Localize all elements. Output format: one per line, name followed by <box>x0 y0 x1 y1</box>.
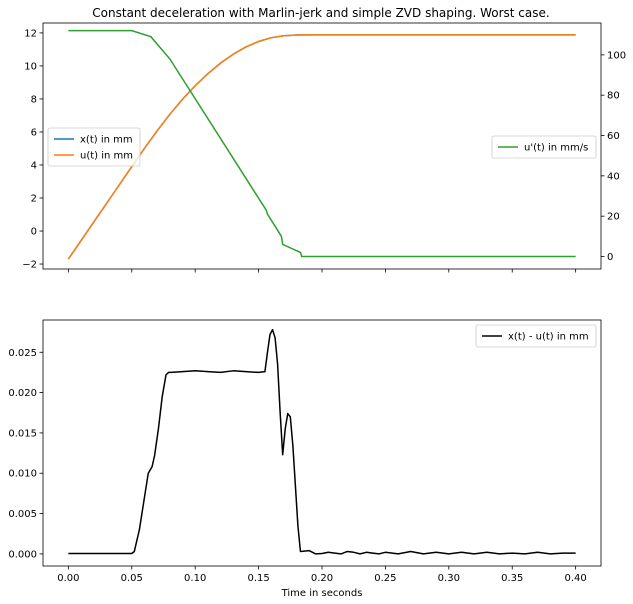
bottom-axis-ticks: 0.000 0.005 0.010 0.015 0.020 0.025 0.00 0.05 0.… <box>8 348 586 584</box>
bottom-subplot: 0.000 0.005 0.010 0.015 0.020 0.025 0.00 0.05 0.… <box>8 319 602 599</box>
top-left-y-tick-label: 2 <box>31 194 37 205</box>
bottom-y-tick-label: 0.025 <box>8 348 37 359</box>
bottom-y-tick-label: 0.005 <box>8 509 37 520</box>
top-right-y-tick-label: 0 <box>607 252 613 263</box>
top-legend-right-label: u'(t) in mm/s <box>524 143 588 154</box>
bottom-legend-box <box>475 324 597 348</box>
bottom-x-axis-label: Time in seconds <box>281 588 363 599</box>
top-legend-left-label: u(t) in mm <box>80 151 133 162</box>
top-legend-left-label: x(t) in mm <box>80 135 133 146</box>
top-left-y-tick-label: 4 <box>31 160 37 171</box>
top-left-y-tick-label: 10 <box>24 61 37 72</box>
top-series-lines <box>67 29 576 260</box>
top-right-y-tick-label: 100 <box>607 50 626 61</box>
bottom-x-tick-label: 0.05 <box>121 573 143 584</box>
bottom-y-tick-label: 0.000 <box>8 549 37 560</box>
bottom-x-tick-label: 0.30 <box>438 573 460 584</box>
bottom-legend-label: x(t) - u(t) in mm <box>508 332 589 343</box>
top-left-y-tick-label: 12 <box>24 28 37 39</box>
top-right-y-tick-label: 20 <box>607 212 620 223</box>
top-series-line-1 <box>67 34 576 260</box>
top-left-y-tick-label: 8 <box>31 94 37 105</box>
bottom-y-tick-label: 0.015 <box>8 428 37 439</box>
top-subplot: Constant deceleration with Marlin-jerk a… <box>22 6 626 273</box>
bottom-x-tick-label: 0.15 <box>247 573 269 584</box>
top-left-y-tick-label: 0 <box>31 227 37 238</box>
bottom-plot-frame <box>42 319 602 567</box>
top-chart-title: Constant deceleration with Marlin-jerk a… <box>92 6 549 20</box>
bottom-x-tick-label: 0.25 <box>374 573 396 584</box>
top-legend-left: x(t) in mm u(t) in mm <box>47 127 141 167</box>
top-left-y-tick-label: 6 <box>31 127 37 138</box>
bottom-x-tick-label: 0.20 <box>311 573 333 584</box>
bottom-x-tick-label: 0.10 <box>184 573 206 584</box>
bottom-y-tick-label: 0.020 <box>8 388 37 399</box>
top-legend-right: u'(t) in mm/s <box>491 135 597 159</box>
bottom-x-tick-label: 0.00 <box>57 573 79 584</box>
top-series-line-2 <box>68 29 576 258</box>
top-right-y-tick-label: 60 <box>607 131 620 142</box>
top-plot-frame <box>42 22 602 270</box>
bottom-x-tick-label: 0.40 <box>565 573 587 584</box>
top-legend-left-box <box>47 127 141 167</box>
bottom-y-tick-label: 0.010 <box>8 469 37 480</box>
top-right-y-tick-label: 80 <box>607 91 620 102</box>
top-right-y-tick-label: 40 <box>607 171 620 182</box>
bottom-series-line-0 <box>68 328 576 555</box>
bottom-series-lines <box>68 328 576 555</box>
top-legend-right-box <box>491 135 597 159</box>
bottom-legend: x(t) - u(t) in mm <box>475 324 597 348</box>
top-left-y-tick-label: −2 <box>22 260 37 271</box>
bottom-x-tick-label: 0.35 <box>501 573 523 584</box>
top-axis-ticks: −2 0 2 4 6 8 10 12 0 20 40 60 80 100 <box>22 28 626 273</box>
